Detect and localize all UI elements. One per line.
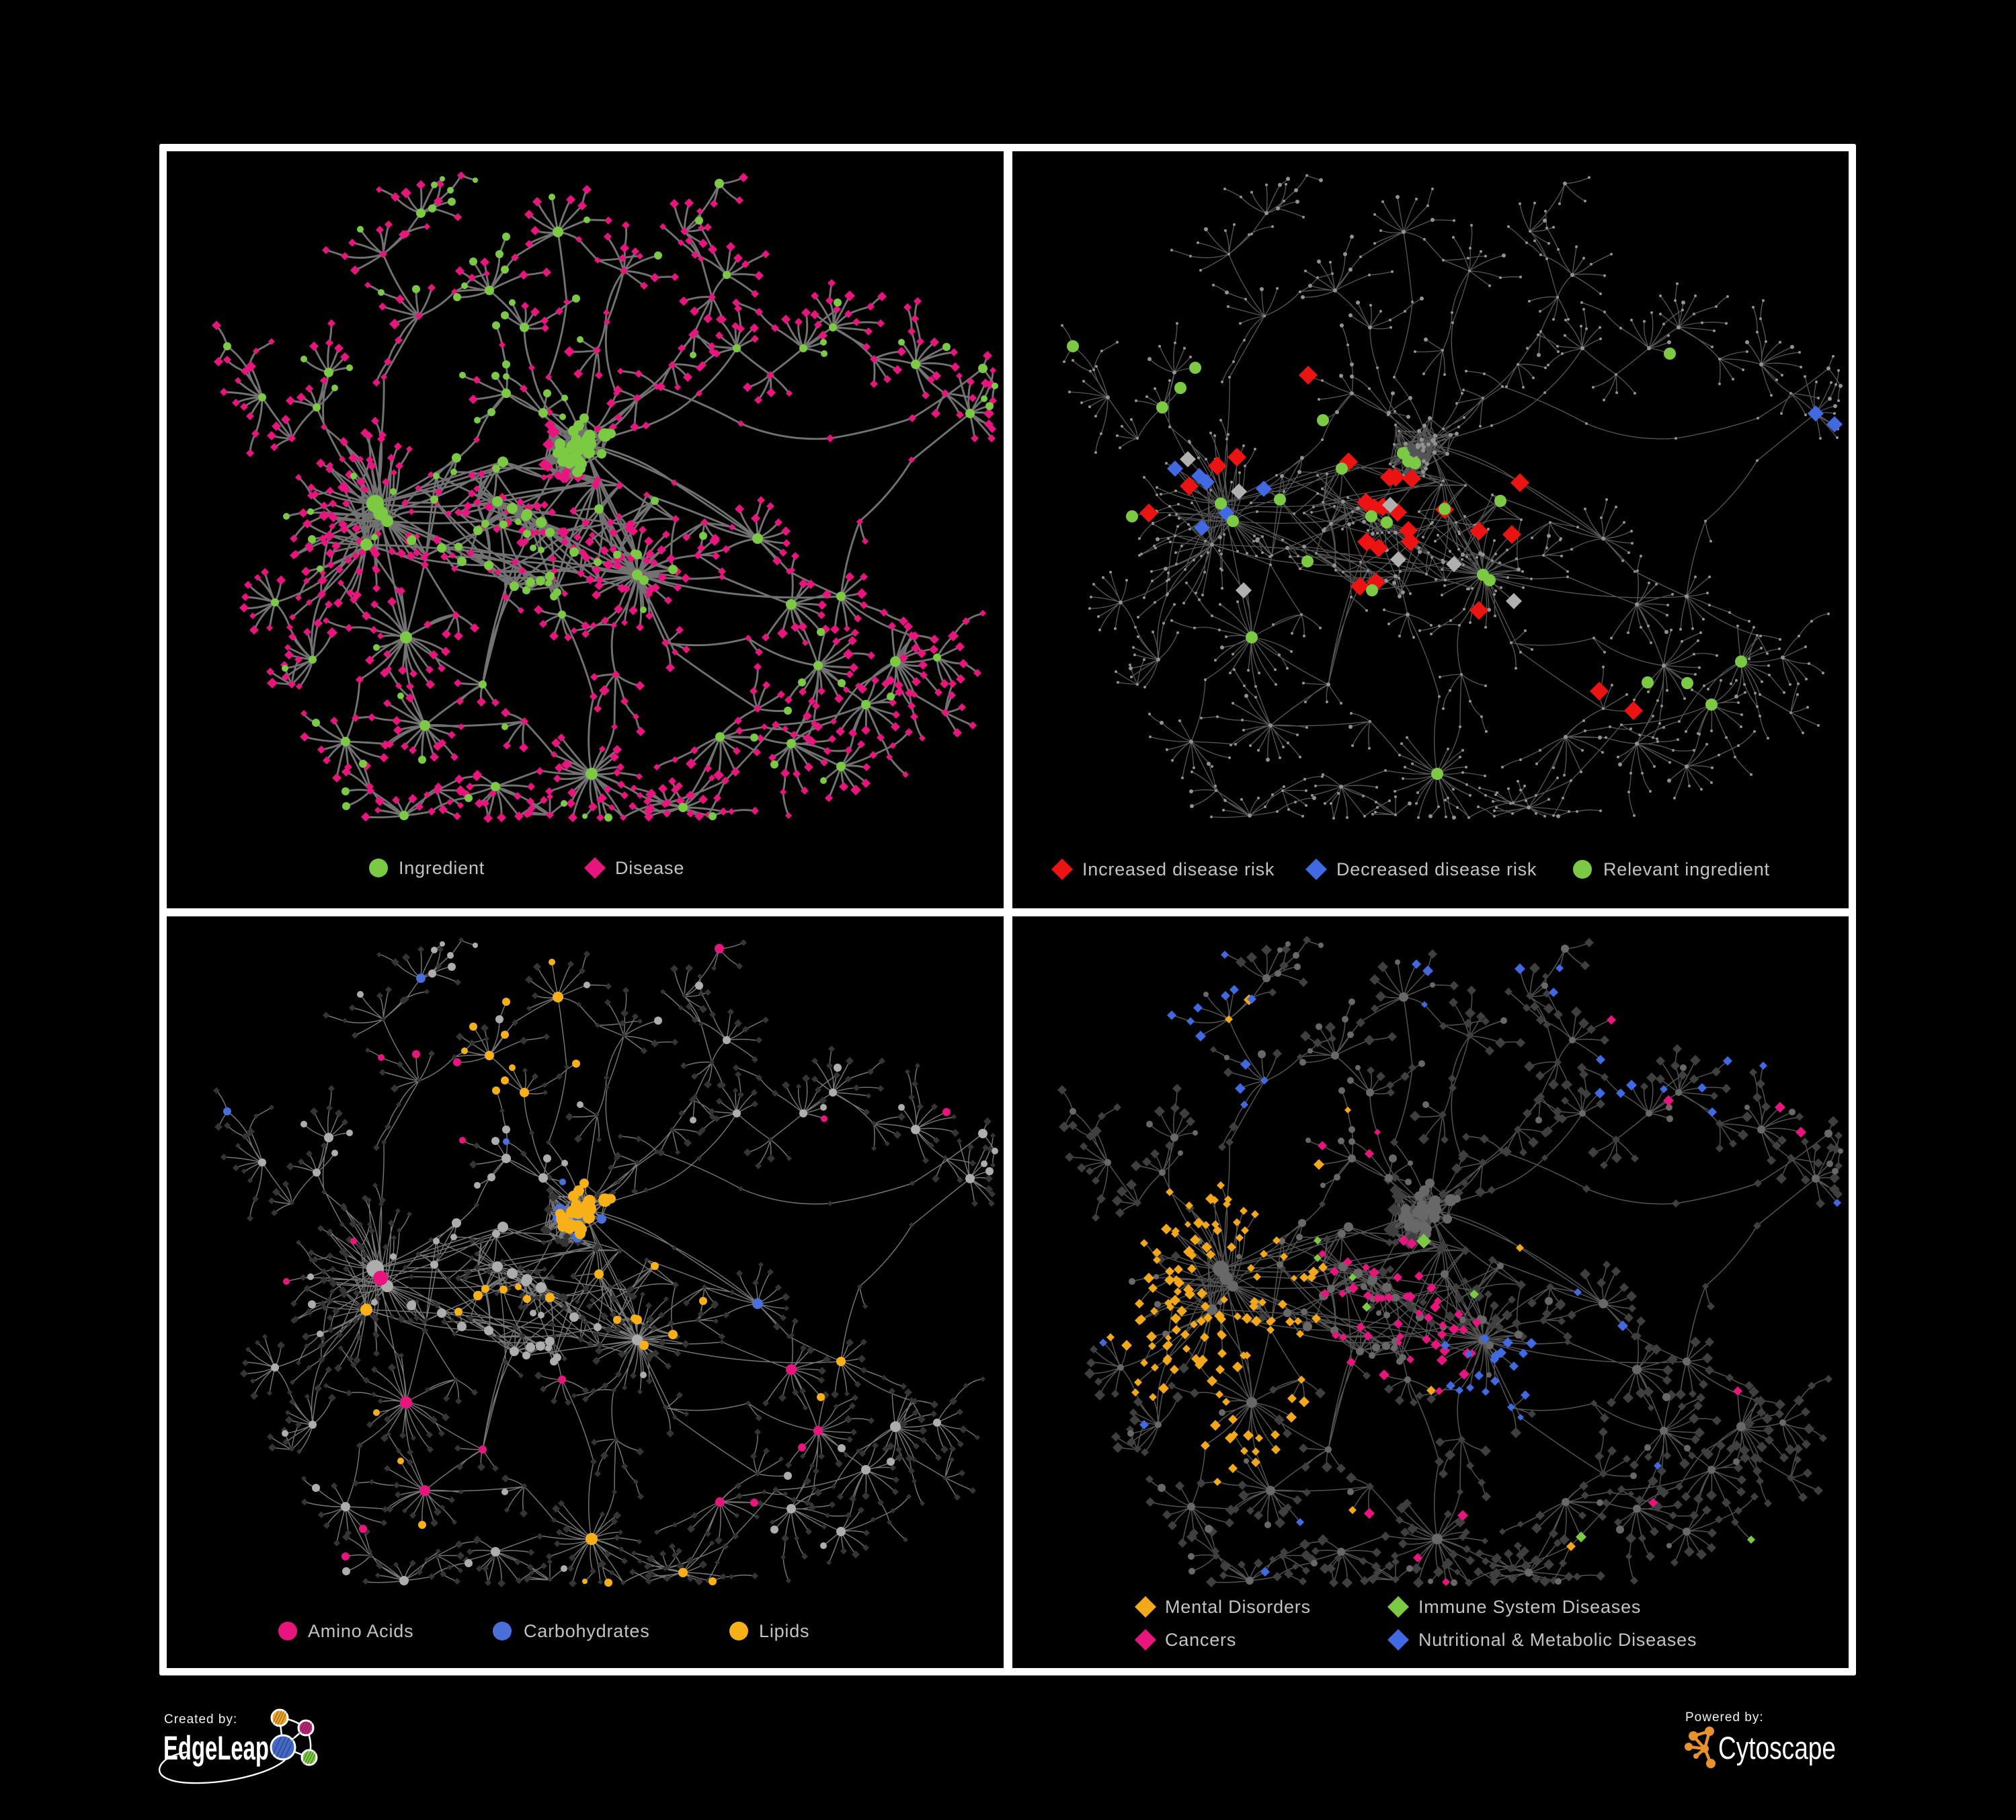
svg-text:Cytoscape: Cytoscape <box>1718 1730 1836 1766</box>
svg-text:Disease: Disease <box>615 858 684 878</box>
svg-text:Lipids: Lipids <box>759 1621 809 1641</box>
svg-text:Ingredient: Ingredient <box>399 858 485 878</box>
svg-text:Increased disease risk: Increased disease risk <box>1082 859 1275 879</box>
svg-text:Carbohydrates: Carbohydrates <box>524 1621 650 1641</box>
svg-text:Mental Disorders: Mental Disorders <box>1165 1597 1311 1617</box>
svg-text:Nutritional & Metabolic Diseas: Nutritional & Metabolic Diseases <box>1418 1630 1697 1650</box>
svg-text:Created by:: Created by: <box>164 1712 237 1727</box>
svg-text:Decreased disease risk: Decreased disease risk <box>1336 859 1537 879</box>
svg-text:Cancers: Cancers <box>1165 1630 1236 1650</box>
svg-text:Powered by:: Powered by: <box>1685 1710 1764 1725</box>
svg-text:EdgeLeap: EdgeLeap <box>163 1729 269 1767</box>
svg-text:Amino Acids: Amino Acids <box>308 1621 413 1641</box>
svg-text:Immune System Diseases: Immune System Diseases <box>1418 1597 1641 1617</box>
svg-text:Relevant ingredient: Relevant ingredient <box>1603 859 1770 879</box>
